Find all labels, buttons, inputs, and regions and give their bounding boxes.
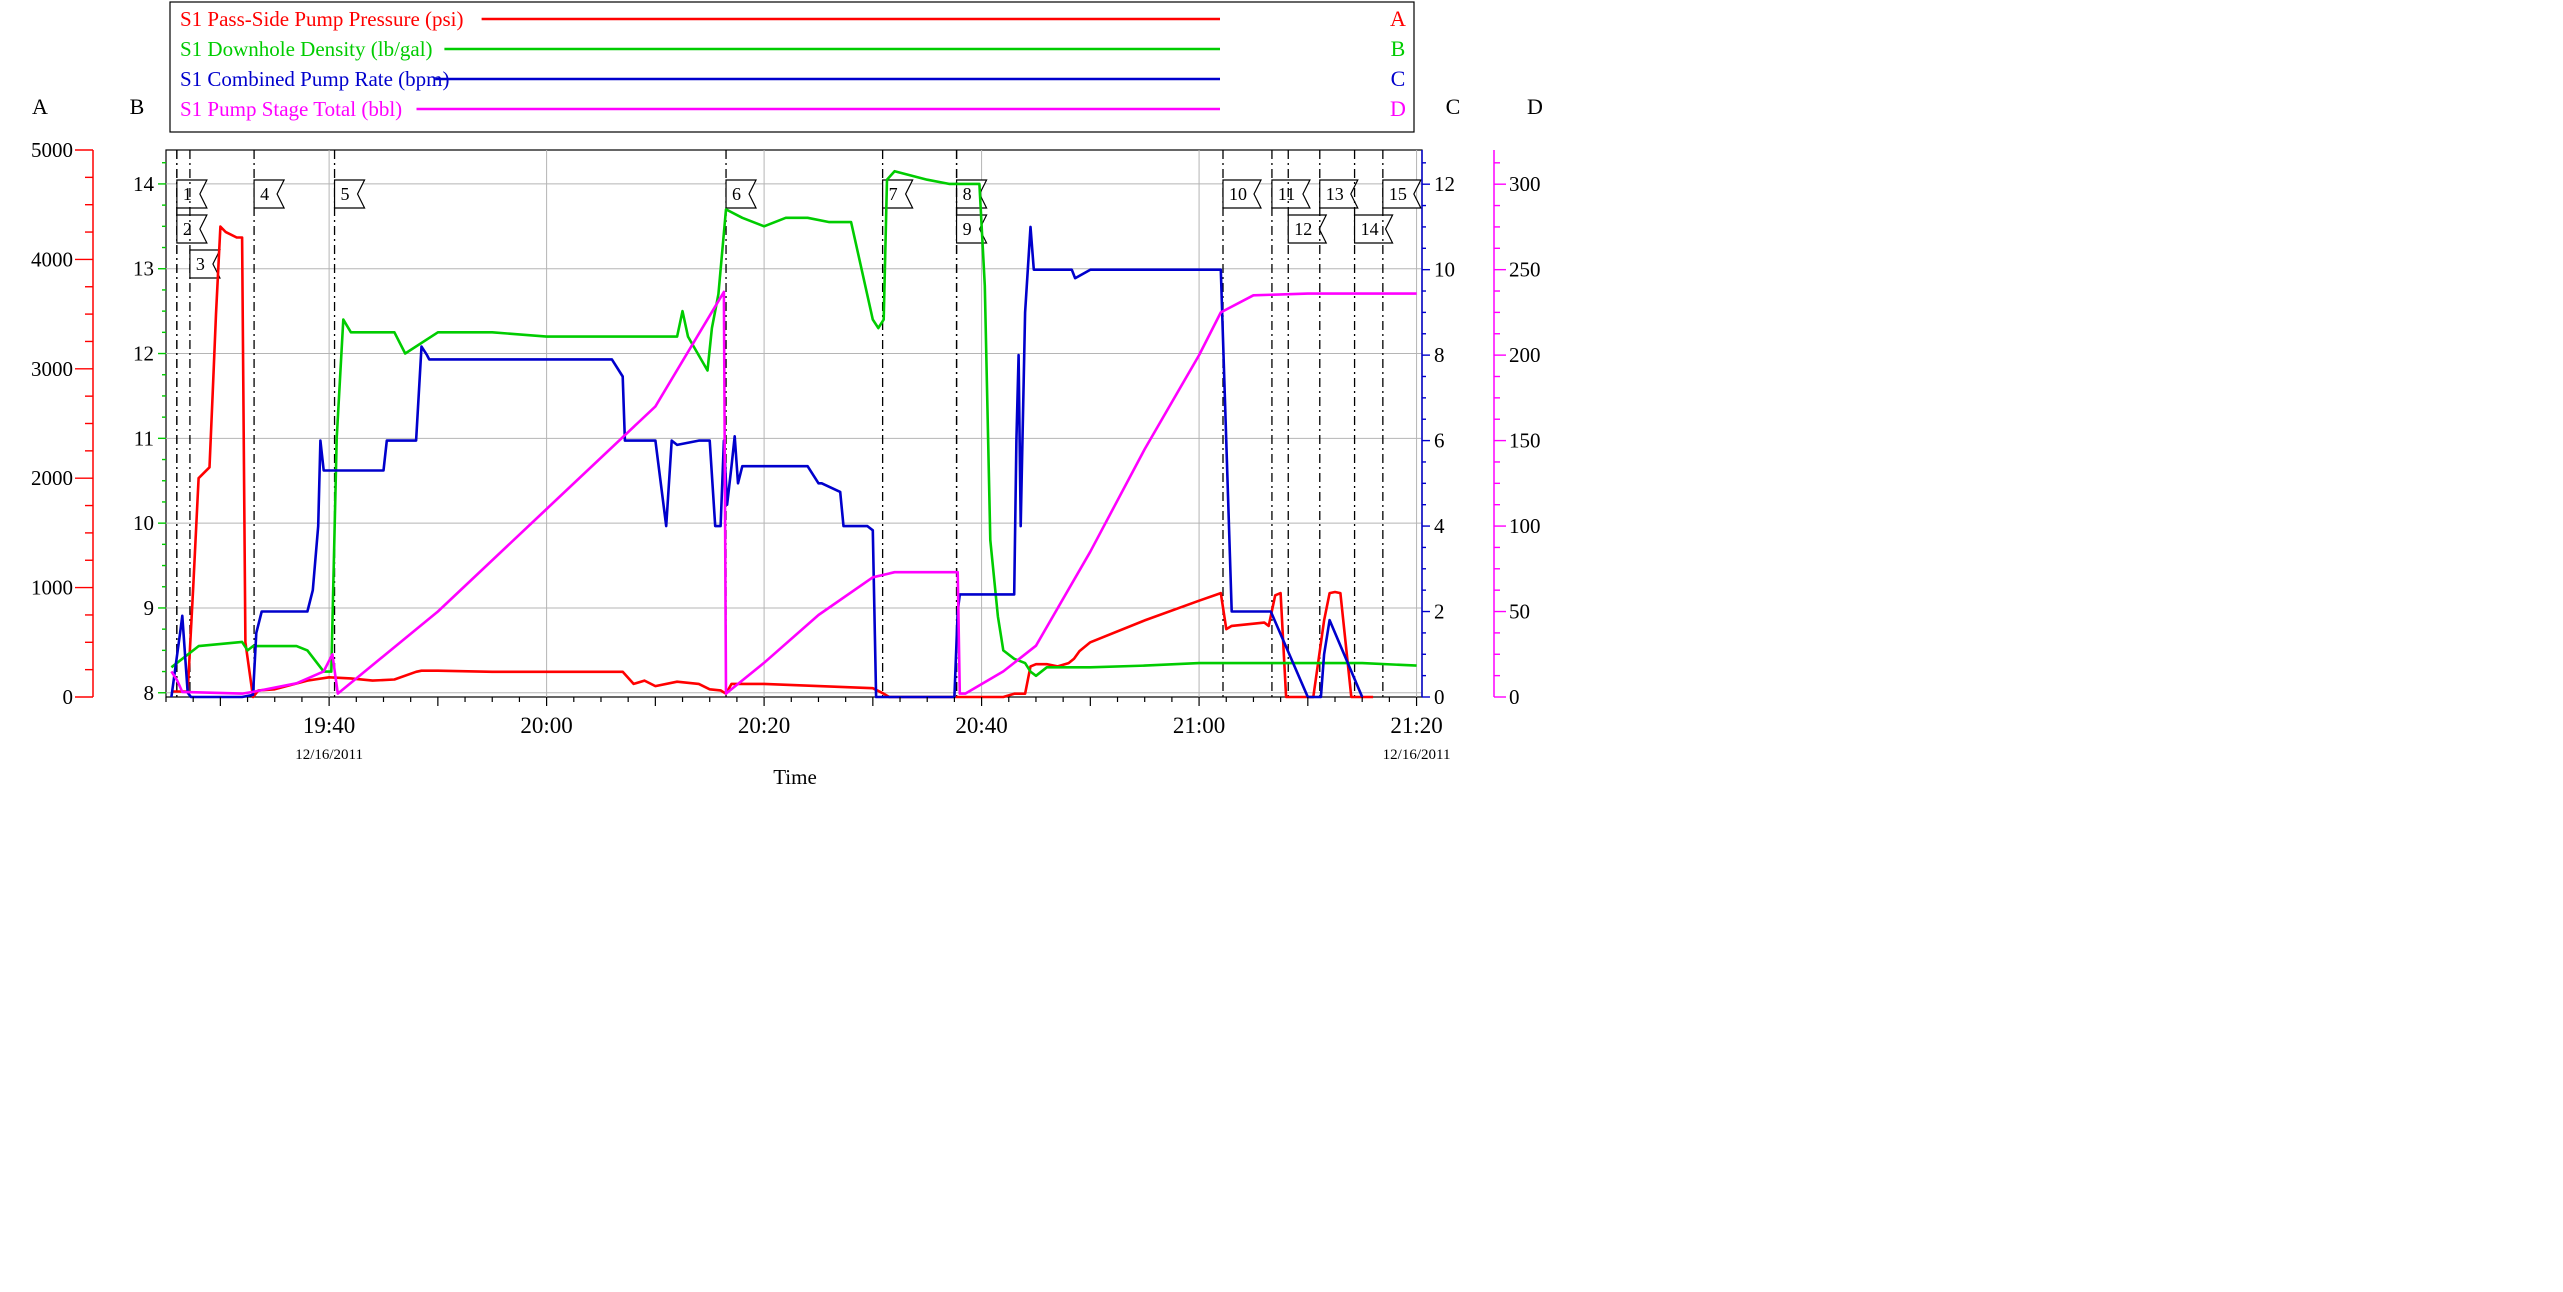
tick-label: 150	[1509, 429, 1541, 453]
marker-label: 5	[341, 184, 350, 204]
x-axis-label: Time	[773, 765, 817, 789]
tick-label: 2	[1434, 600, 1445, 624]
tick-label: 1000	[31, 576, 73, 600]
series-line	[170, 225, 1364, 699]
left-axes: 0 1000 2000 3000 4000 5000 8 9 10 11 12 13 14	[31, 138, 166, 709]
legend: S1 Pass-Side Pump Pressure (psi) A S1 Down…	[169, 1, 1415, 133]
tick-label: 12	[133, 342, 154, 366]
legend-box	[169, 1, 1415, 133]
tick-label: 2000	[31, 466, 73, 490]
x-tick-date: 12/16/2011	[1383, 747, 1451, 763]
series-line	[171, 225, 1374, 699]
marker-flag	[176, 179, 208, 209]
x-axis: 19:40 12/16/2011 20:00 20:20 20:40 21:00 21:20…	[165, 697, 1451, 763]
marker-label: 13	[1326, 184, 1344, 204]
plot-border	[165, 149, 1423, 698]
marker-flag	[725, 179, 758, 209]
marker-label: 8	[963, 184, 972, 204]
marker-label: 15	[1389, 184, 1407, 204]
tick-label: 0	[1434, 685, 1445, 709]
tick-label: 4000	[31, 247, 73, 271]
tick-label: 300	[1509, 172, 1541, 196]
marker-label: 2	[183, 219, 192, 239]
tick-label: 12	[1434, 172, 1455, 196]
tick-label: 9	[144, 596, 155, 620]
tick-label: 8	[1434, 343, 1445, 367]
axis-header: A	[32, 94, 48, 119]
tick-label: 10	[1434, 258, 1455, 282]
tick-label: 14	[133, 172, 155, 196]
axis-header: D	[1527, 94, 1543, 119]
tick-label: 200	[1509, 343, 1541, 367]
marker-flag	[1222, 179, 1262, 209]
marker-label: 3	[196, 254, 205, 274]
marker-label: 6	[732, 184, 741, 204]
marker-label: 7	[889, 184, 898, 204]
x-tick-label: 19:40	[303, 713, 355, 738]
tick-label: 0	[1509, 685, 1520, 709]
x-tick-label: 21:20	[1390, 713, 1442, 738]
tick-label: 3000	[31, 357, 73, 381]
x-tick-label: 20:40	[955, 713, 1007, 738]
marker-flag	[333, 179, 366, 209]
tick-label: 4	[1434, 514, 1445, 538]
legend-label: S1 Pump Stage Total (bbl)	[180, 97, 402, 121]
legend-label: S1 Pass-Side Pump Pressure (psi)	[180, 7, 464, 31]
legend-label: S1 Downhole Density (lb/gal)	[180, 37, 433, 61]
marker-label: 14	[1361, 219, 1379, 239]
tick-label: 50	[1509, 600, 1530, 624]
plot-area	[165, 149, 1423, 698]
legend-tag: B	[1391, 36, 1406, 61]
legend-tag: A	[1390, 6, 1406, 31]
x-tick-label: 21:00	[1173, 713, 1225, 738]
tick-label: 6	[1434, 429, 1445, 453]
x-tick-date: 12/16/2011	[295, 747, 363, 763]
tick-label: 5000	[31, 138, 73, 162]
grid	[166, 150, 1422, 697]
marker-flag	[882, 179, 914, 209]
series-line	[170, 290, 1417, 695]
tick-label: 11	[134, 426, 154, 450]
marker-label: 12	[1294, 219, 1312, 239]
tick-label: 10	[133, 511, 154, 535]
tick-label: 8	[144, 681, 155, 705]
marker-flag	[1271, 179, 1311, 209]
marker-label: 11	[1278, 184, 1295, 204]
series-lines	[170, 169, 1417, 699]
marker-label: 9	[963, 219, 972, 239]
tick-label: 0	[63, 685, 74, 709]
legend-label: S1 Combined Pump Rate (bpm)	[180, 67, 450, 91]
legend-tag: D	[1390, 96, 1406, 121]
marker-flag	[189, 249, 221, 279]
tick-label: 100	[1509, 514, 1541, 538]
axis-header: B	[130, 94, 145, 119]
tick-label: 250	[1509, 258, 1541, 282]
marker-flag	[253, 179, 286, 209]
legend-tag: C	[1391, 66, 1406, 91]
axis-headers: A B C D	[32, 94, 1543, 119]
marker-flag	[176, 214, 208, 244]
x-tick-label: 20:00	[520, 713, 572, 738]
chart: S1 Pass-Side Pump Pressure (psi) A S1 Down…	[31, 1, 1543, 789]
series-line	[170, 169, 1417, 678]
marker-flag	[1382, 179, 1422, 209]
x-tick-label: 20:20	[738, 713, 790, 738]
right-axes: 0 2 4 6 8 10 12 0 50 100 150 200 250 300	[1421, 150, 1541, 709]
marker-label: 10	[1229, 184, 1247, 204]
marker-label: 1	[183, 184, 192, 204]
tick-label: 13	[133, 257, 154, 281]
axis-header: C	[1446, 94, 1461, 119]
marker-label: 4	[260, 184, 269, 204]
